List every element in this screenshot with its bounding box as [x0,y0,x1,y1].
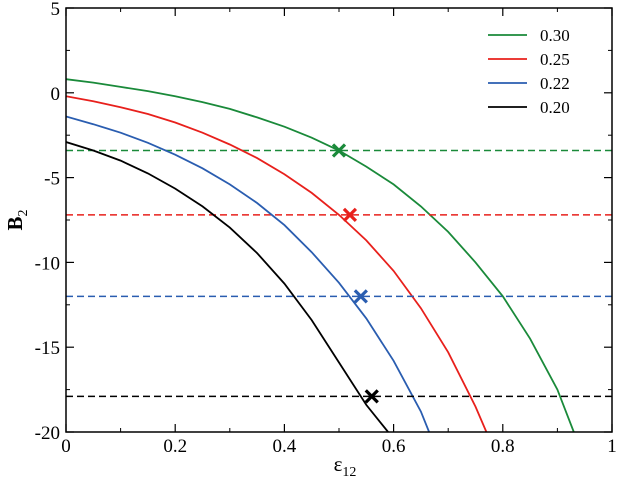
x-tick-label-5: 1 [607,436,617,457]
series-line-1 [66,95,488,432]
marker-cross-3 [364,389,379,404]
y-tick-label-4: -15 [35,338,60,359]
y-axis-label: B2 [3,209,31,230]
x-tick-label-3: 0.6 [382,436,406,457]
legend-label-2: 0.22 [540,74,570,93]
y-tick-label-5: -20 [35,423,60,444]
series-layer [66,78,612,432]
marker-cross-2 [353,289,368,304]
y-tick-label-0: 5 [51,0,61,20]
x-tick-label-2: 0.4 [273,436,297,457]
plot-frame [65,7,613,433]
legend-label-0: 0.30 [540,26,570,45]
marker-cross-1 [342,207,358,223]
legend-label-1: 0.25 [540,50,570,69]
series-line-0 [66,78,575,432]
x-tick-label-4: 0.8 [491,436,515,457]
legend-label-3: 0.20 [540,98,570,117]
legend: 0.30 0.25 0.22 0.20 [488,26,570,117]
series-line-3 [66,141,389,432]
y-tick-label-2: -5 [44,169,60,190]
marker-cross-0 [331,143,347,158]
y-tick-label-1: 0 [51,84,61,105]
series-line-2 [66,115,430,432]
x-axis-label: ε12 [334,452,357,479]
x-tick-label-0: 0 [61,436,71,457]
ticks-layer: 0 0.2 0.4 0.6 0.8 1 5 0 -5 -10 -15 -20 [35,0,617,457]
y-tick-label-3: -10 [35,253,60,274]
x-tick-label-1: 0.2 [163,436,187,457]
